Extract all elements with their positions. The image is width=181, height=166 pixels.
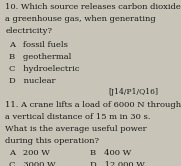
Text: D   nuclear: D nuclear: [9, 77, 56, 85]
Text: 10. Which source releases carbon dioxide,: 10. Which source releases carbon dioxide…: [5, 2, 181, 10]
Text: a vertical distance of 15 m in 30 s.: a vertical distance of 15 m in 30 s.: [5, 113, 151, 121]
Text: D   12 000 W: D 12 000 W: [90, 161, 145, 166]
Text: during this operation?: during this operation?: [5, 137, 99, 145]
Text: A   fossil fuels: A fossil fuels: [9, 41, 68, 49]
Text: [J14/P1/Q16]: [J14/P1/Q16]: [109, 88, 159, 96]
Text: 11. A crane lifts a load of 6000 N through: 11. A crane lifts a load of 6000 N throu…: [5, 101, 181, 109]
Text: What is the average useful power: What is the average useful power: [5, 125, 147, 133]
Text: B   geothermal: B geothermal: [9, 53, 71, 61]
Text: C   3000 W: C 3000 W: [9, 161, 56, 166]
Text: C   hydroelectric: C hydroelectric: [9, 65, 80, 73]
Text: a greenhouse gas, when generating: a greenhouse gas, when generating: [5, 15, 156, 23]
Text: A   200 W: A 200 W: [9, 149, 50, 157]
Text: B   400 W: B 400 W: [90, 149, 132, 157]
Text: electricity?: electricity?: [5, 27, 52, 35]
